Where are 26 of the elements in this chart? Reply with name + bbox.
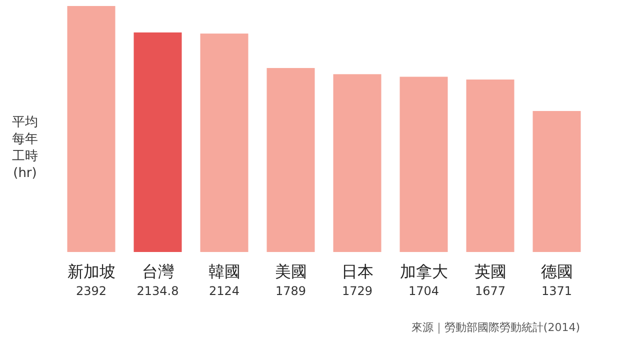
bar xyxy=(266,68,315,252)
bar xyxy=(200,34,248,252)
bar xyxy=(400,76,448,252)
data-label: 1677 xyxy=(474,284,506,298)
data-label: 1789 xyxy=(275,284,306,298)
x-tick-label: 英國 xyxy=(474,262,506,281)
x-tick-label: 德國 xyxy=(540,262,573,281)
bar xyxy=(333,74,382,252)
x-tick-label: 日本 xyxy=(341,262,374,281)
data-label: 1704 xyxy=(408,284,440,298)
data-label: 2392 xyxy=(76,284,107,298)
data-label: 1371 xyxy=(541,284,572,298)
data-label: 2134.8 xyxy=(136,284,179,298)
x-tick-label: 美國 xyxy=(274,262,307,281)
x-tick-label: 加拿大 xyxy=(400,262,448,281)
y-axis-title: 平均每年工時(hr) xyxy=(12,114,38,182)
x-tick-label: 韓國 xyxy=(208,262,240,281)
x-tick-label: 台灣 xyxy=(142,262,174,281)
bar xyxy=(67,6,116,252)
data-label: 2124 xyxy=(208,284,240,298)
bar xyxy=(466,80,514,252)
data-label: 1729 xyxy=(342,284,373,298)
bar xyxy=(134,32,182,252)
bar xyxy=(532,111,581,252)
x-tick-label: 新加坡 xyxy=(67,262,116,281)
text: 來源｜勞動部國際勞動統計(2014) xyxy=(411,320,580,335)
